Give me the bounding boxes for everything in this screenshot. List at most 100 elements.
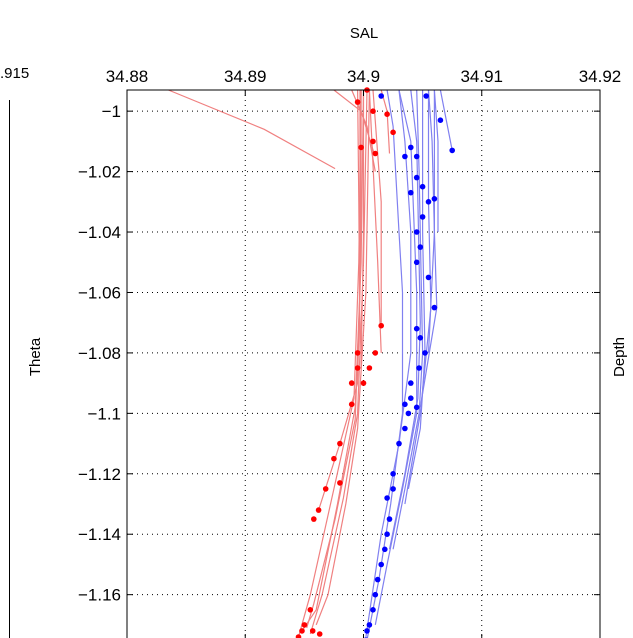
red-data-point <box>354 99 361 105</box>
blue-data-point <box>370 607 376 613</box>
red-data-point <box>360 380 367 386</box>
series-lines <box>168 89 453 638</box>
blue-data-point <box>384 531 390 537</box>
y-tick-label: −1.16 <box>78 586 121 605</box>
blue-data-point <box>449 147 456 154</box>
blue-data-point <box>374 576 381 583</box>
blue-profile-line-21 <box>427 89 436 353</box>
blue-profile-line-24 <box>365 89 412 638</box>
blue-data-point <box>364 628 370 634</box>
chart-title: SAL <box>350 25 378 42</box>
blue-data-point <box>419 214 426 220</box>
blue-profile-line-17 <box>392 89 424 550</box>
red-data-point <box>295 634 302 638</box>
blue-data-point <box>378 93 385 99</box>
blue-data-point <box>431 304 438 311</box>
red-data-point <box>307 607 314 613</box>
y-tick-label: −1.02 <box>78 163 121 182</box>
blue-data-point <box>390 471 396 477</box>
left-panel-tick-label: .915 <box>0 65 29 82</box>
blue-data-point <box>425 199 432 205</box>
blue-profile-line-15 <box>374 89 418 626</box>
blue-profile-line-20 <box>419 90 438 408</box>
blue-profile-line-23 <box>433 89 439 232</box>
red-data-point <box>337 480 343 486</box>
blue-data-point <box>408 395 414 402</box>
blue-data-point <box>408 189 414 196</box>
blue-data-point <box>425 274 432 281</box>
red-data-point <box>354 350 361 356</box>
y-tick-label: −1.08 <box>78 344 121 363</box>
blue-data-point <box>366 622 373 628</box>
blue-profile-line-16 <box>388 89 421 550</box>
data-markers <box>295 87 456 638</box>
red-data-point <box>315 507 322 513</box>
red-data-point <box>301 622 308 628</box>
blue-data-point <box>408 144 414 151</box>
y-tick-label: −1.04 <box>78 223 121 242</box>
blue-data-point <box>413 153 420 160</box>
x-tick-label: 34.9 <box>347 67 380 86</box>
blue-data-point <box>413 174 420 181</box>
red-data-point <box>390 129 396 136</box>
blue-profile-line-14 <box>366 89 404 638</box>
red-data-point <box>372 350 379 356</box>
red-profile-line-0 <box>168 89 336 170</box>
red-data-point <box>358 144 364 151</box>
red-data-point <box>370 138 376 145</box>
red-profile-line-11 <box>309 89 368 635</box>
y-tick-label: −1.14 <box>78 525 121 544</box>
right-panel-label: Depth <box>611 337 628 377</box>
y-tick-label: −1.1 <box>87 404 121 423</box>
grid-lines <box>127 90 600 638</box>
x-tick-label: 34.91 <box>460 67 503 86</box>
x-tick-label: 34.88 <box>106 67 149 86</box>
blue-data-point <box>408 380 414 386</box>
red-profile-line-9 <box>297 89 362 638</box>
blue-data-point <box>402 153 408 160</box>
blue-data-point <box>413 325 420 332</box>
red-data-point <box>309 628 316 634</box>
red-data-point <box>322 486 329 492</box>
red-data-point <box>372 150 379 157</box>
red-data-point <box>366 365 373 371</box>
y-tick-label: −1.12 <box>78 465 121 484</box>
red-data-point <box>370 108 376 114</box>
red-data-point <box>348 401 355 408</box>
blue-data-point <box>402 425 408 432</box>
red-profile-line-8 <box>318 90 362 511</box>
blue-data-point <box>437 117 444 123</box>
blue-data-point <box>422 350 428 356</box>
blue-data-point <box>396 440 402 447</box>
red-data-point <box>311 516 317 522</box>
blue-data-point <box>378 561 385 568</box>
red-profile-line-6 <box>368 89 382 353</box>
red-data-point <box>337 440 343 447</box>
blue-data-point <box>413 259 420 266</box>
blue-data-point <box>417 244 424 250</box>
blue-data-point <box>413 229 420 235</box>
blue-data-point <box>390 486 396 492</box>
blue-data-point <box>386 516 393 522</box>
red-data-point <box>316 631 323 637</box>
x-tick-label: 34.92 <box>579 67 622 86</box>
red-profile-line-7 <box>372 89 382 323</box>
red-profile-line-10 <box>301 89 365 632</box>
blue-data-point <box>382 546 388 553</box>
blue-data-point <box>413 404 420 411</box>
blue-data-point <box>416 365 422 371</box>
blue-data-point <box>384 495 390 501</box>
blue-data-point <box>402 401 408 408</box>
blue-profile-line-22 <box>439 89 453 151</box>
y-tick-label: −1.06 <box>78 283 121 302</box>
red-data-point <box>354 365 361 371</box>
red-data-point <box>331 455 337 462</box>
axis-ticks: 34.88 34.89 34.9 34.91 34.92 −1 −1.02 −1.04 −1.0… <box>78 67 621 638</box>
red-data-point <box>384 111 390 117</box>
blue-data-point <box>423 93 430 99</box>
y-tick-label: −1 <box>102 102 121 121</box>
red-profile-line-5 <box>360 90 365 369</box>
red-data-point <box>348 380 355 386</box>
x-tick-label: 34.89 <box>224 67 267 86</box>
